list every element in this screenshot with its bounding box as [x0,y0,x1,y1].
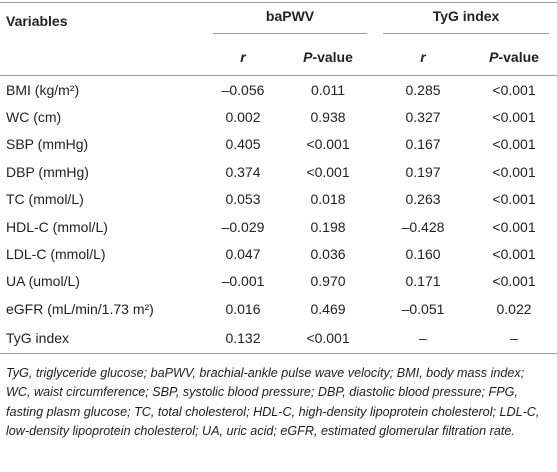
cell: <0.001 [306,163,350,180]
cell: <0.001 [492,163,536,180]
row-label: BMI (kg/m²) [6,81,80,98]
table-row: BMI (kg/m²) –0.056 0.011 0.285 <0.001 [0,76,557,104]
cell: – [471,322,557,354]
cell: 0.263 [405,191,441,208]
row-label: SBP (mmHg) [6,136,89,153]
cell: 0.053 [225,191,261,208]
header-cell: Variables [0,2,205,38]
table-body: BMI (kg/m²) –0.056 0.011 0.285 <0.001 WC (cm)… [0,76,557,354]
group-label: TyG index [383,8,550,34]
cell: 0.970 [310,273,346,290]
table: Variables baPWV TyG index r P-value r P-val… [0,2,557,354]
group-header: baPWV [205,2,376,38]
cell: –0.428 [401,218,445,235]
subheader-label: P-value [303,48,353,65]
cell: 0.374 [225,163,261,180]
row-label: DBP (mmHg) [6,163,89,180]
subheader-cell: r [375,38,472,76]
cell: <0.001 [281,322,376,354]
row-label: TyG index [0,322,205,354]
table-row: SBP (mmHg) 0.405 <0.001 0.167 <0.001 [0,131,557,158]
subheader-cell: P-value [471,38,557,76]
group-label: baPWV [213,8,368,34]
cell: 0.327 [405,109,441,126]
row-label: TC (mmol/L) [6,191,84,208]
cell: 0.132 [205,322,281,354]
table-row: eGFR (mL/min/1.73 m²) 0.016 0.469 –0.051 0.0… [0,295,557,322]
cell: <0.001 [306,136,350,153]
cell: 0.167 [405,136,441,153]
group-header: TyG index [375,2,557,38]
row-label: UA (umol/L) [6,273,80,290]
cell: 0.002 [225,109,261,126]
subheader-row: r P-value r P-value [0,38,557,76]
subheader-label: P-value [489,48,539,65]
cell: 0.022 [496,300,532,317]
cell: <0.001 [492,109,536,126]
table-row: HDL-C (mmol/L) –0.029 0.198 –0.428 <0.001 [0,213,557,240]
table-row: WC (cm) 0.002 0.938 0.327 <0.001 [0,103,557,130]
cell: 0.011 [311,81,345,98]
cell: 0.405 [225,136,261,153]
header-cell [0,38,205,76]
page: Variables baPWV TyG index r P-value r P-val… [0,2,557,442]
cell: 0.197 [405,163,441,180]
header-row: Variables baPWV TyG index [0,2,557,38]
cell: –0.029 [221,218,265,235]
table-row: UA (umol/L) –0.001 0.970 0.171 <0.001 [0,268,557,295]
cell: 0.036 [310,246,346,263]
cell: 0.047 [225,246,261,263]
cell: <0.001 [492,81,536,98]
subheader-cell: P-value [281,38,376,76]
cell: 0.285 [405,81,441,98]
table-row: TC (mmol/L) 0.053 0.018 0.263 <0.001 [0,186,557,213]
subheader-label: r [240,48,246,65]
cell: –0.056 [221,81,265,98]
cell: <0.001 [492,191,536,208]
cell: 0.198 [310,218,346,235]
row-label: WC (cm) [6,109,62,126]
table-row: TyG index 0.132 <0.001– – [0,322,557,354]
cell: 0.171 [405,273,441,290]
subheader-cell: r [205,38,281,76]
cell: <0.001 [492,136,536,153]
cell: <0.001 [492,273,536,290]
row-label: HDL-C (mmol/L) [6,218,108,235]
cell: 0.016 [225,300,261,317]
row-label: eGFR (mL/min/1.73 m²) [6,300,154,317]
cell: <0.001 [492,246,536,263]
cell: 0.469 [310,300,346,317]
cell: –0.001 [221,273,265,290]
row-label: LDL-C (mmol/L) [6,246,106,263]
cell: 0.938 [310,109,346,126]
cell: – [375,322,472,354]
footnote: TyG, triglyceride glucose; baPWV, brachi… [6,365,540,439]
cell: –0.051 [401,300,445,317]
cell: 0.160 [405,246,441,263]
cell: 0.018 [310,191,346,208]
cell: <0.001 [492,218,536,235]
table-row: DBP (mmHg) 0.374 <0.001 0.197 <0.001 [0,158,557,185]
table-row: LDL-C (mmol/L) 0.047 0.036 0.160 <0.001 [0,240,557,267]
subheader-label: r [420,48,426,65]
